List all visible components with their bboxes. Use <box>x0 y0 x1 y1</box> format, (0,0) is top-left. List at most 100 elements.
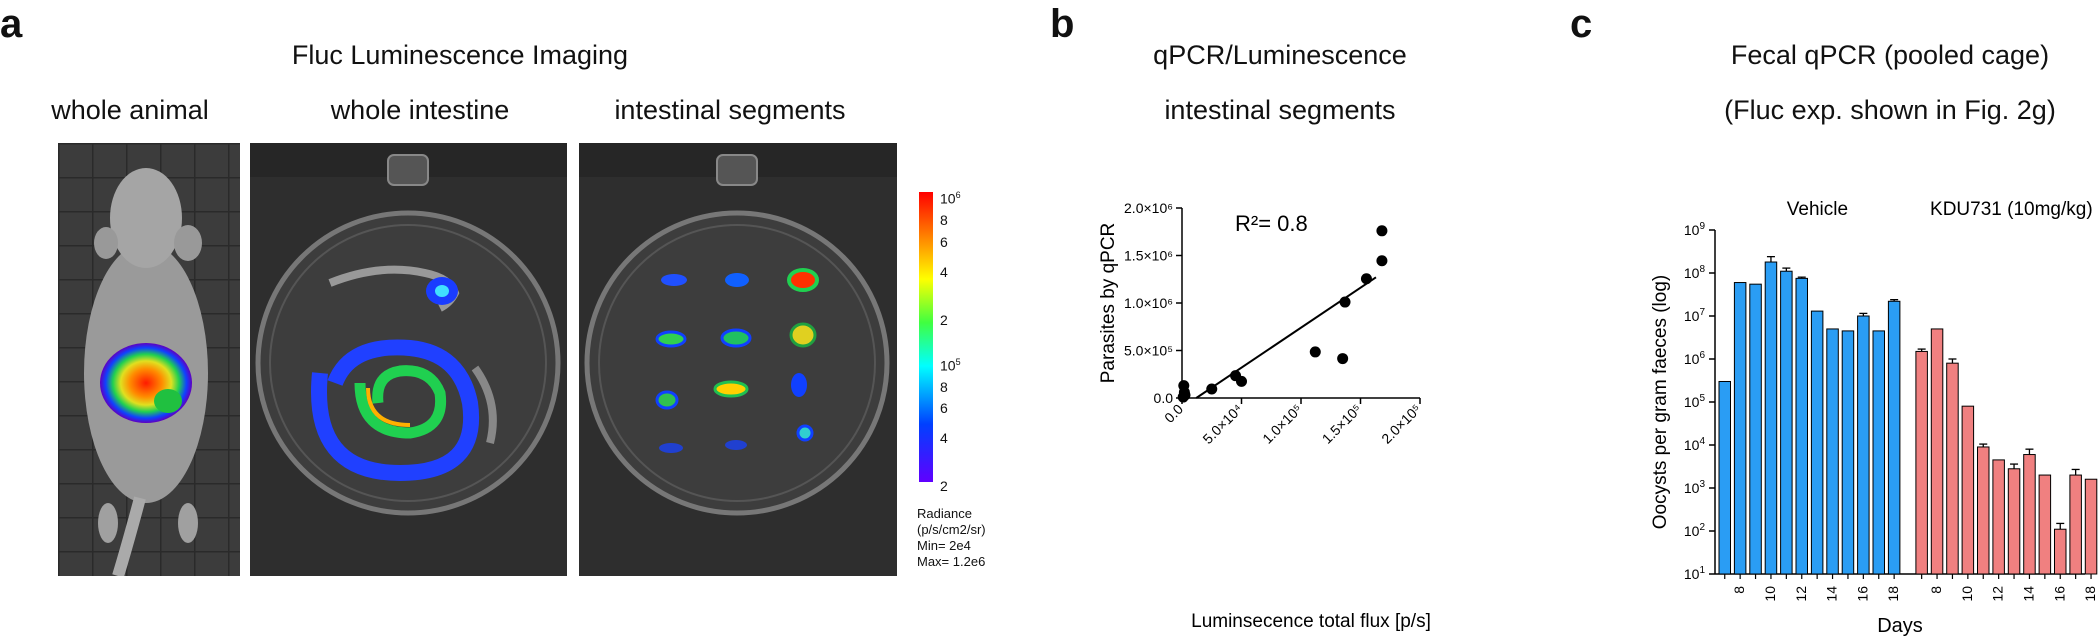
bar <box>2069 474 2082 575</box>
radiance-label: Radiance <box>917 506 972 521</box>
subtitle-whole-intestine: whole intestine <box>330 95 510 125</box>
colorbar-tick-2b: 2 <box>940 478 948 494</box>
y-tick-label: 105 <box>1684 393 1706 410</box>
bar <box>1780 270 1793 575</box>
y-tick-label: 109 <box>1684 221 1706 238</box>
x-tick-label: 1.5×10⁵ <box>1319 401 1365 447</box>
x-tick-label: 10 <box>1762 586 1778 602</box>
colorbar-tick-8b: 8 <box>940 379 948 395</box>
colorbar-tick-4b: 4 <box>940 430 948 446</box>
x-tick-label: 8 <box>1731 586 1747 594</box>
radiance-units: (p/s/cm2/sr) <box>917 522 986 537</box>
y-tick-label: 101 <box>1684 565 1706 582</box>
colorbar-tick-4a: 4 <box>940 264 948 280</box>
bar <box>1977 446 1990 575</box>
y-tick-label: 103 <box>1684 479 1706 496</box>
panel-b-letter: b <box>1050 2 1075 46</box>
segment-row-3 <box>655 373 807 410</box>
x-tick-label: 12 <box>1990 586 2006 602</box>
bar <box>1992 459 2005 575</box>
x-tick-label: 10 <box>1959 586 1975 602</box>
radiance-min: Min= 2e4 <box>917 538 971 553</box>
bar <box>1930 328 1944 575</box>
colorbar-tick-8a: 8 <box>940 212 948 228</box>
bar <box>1872 330 1885 575</box>
data-point <box>1339 296 1351 308</box>
data-point <box>1206 383 1218 395</box>
radiance-max: Max= 1.2e6 <box>917 554 986 569</box>
x-axis-title: Days <box>1877 615 1923 637</box>
regression-line <box>1195 276 1377 399</box>
panel-a-letter: a <box>0 2 23 46</box>
group-label: KDU731 (10mg/kg) <box>1930 199 2093 220</box>
y-tick-label: 106 <box>1684 350 1706 367</box>
x-tick-label: 5.0×10⁴ <box>1199 401 1245 447</box>
colorbar <box>919 192 933 482</box>
bar <box>1810 310 1824 575</box>
colorbar-mid-tick: 105 <box>940 357 961 374</box>
y-tick-label: 2.0×10⁶ <box>1124 200 1173 216</box>
panel-c-title-line1: Fecal qPCR (pooled cage) <box>1730 40 2050 70</box>
y-tick-label: 1.0×10⁶ <box>1124 295 1173 311</box>
y-tick-label: 108 <box>1684 264 1706 281</box>
bar <box>1946 362 1959 575</box>
x-tick-label: 16 <box>1854 586 1870 602</box>
panel-b-title-line1: qPCR/Luminescence <box>1153 40 1407 70</box>
segment-row-2 <box>655 322 817 348</box>
data-point <box>1236 375 1247 387</box>
data-point <box>1376 225 1388 237</box>
bar <box>1887 300 1901 575</box>
x-tick-label: 18 <box>1885 586 1901 602</box>
bar <box>1733 282 1747 575</box>
panel-c-title-line2: (Fluc exp. shown in Fig. 2g) <box>1724 95 2056 125</box>
x-tick-label: 14 <box>2020 586 2036 602</box>
colorbar-top-tick: 106 <box>940 190 961 207</box>
colorbar-tick-2a: 2 <box>940 312 948 328</box>
panel-c-letter: c <box>1570 2 1593 46</box>
mouse-illustration <box>58 143 240 576</box>
x-tick-label: 18 <box>2082 586 2098 602</box>
bar <box>2038 474 2052 575</box>
y-tick-label: 104 <box>1684 436 1706 453</box>
y-tick-label: 5.0×10⁵ <box>1124 343 1173 359</box>
bar <box>2054 528 2067 575</box>
bar <box>1857 315 1870 575</box>
x-tick-label: 1.0×10⁵ <box>1259 401 1305 447</box>
y-tick-label: 1.5×10⁶ <box>1124 248 1173 264</box>
x-tick-label: 2.0×10⁵ <box>1378 401 1424 447</box>
bar <box>2023 454 2036 575</box>
panel-a-title: Fluc Luminescence Imaging <box>291 40 629 70</box>
segment-row-4 <box>659 424 814 453</box>
intestinal-segments-image <box>579 143 897 576</box>
data-point <box>1337 353 1349 365</box>
bar <box>1795 277 1808 575</box>
x-axis-title: Luminsecence total flux [p/s] <box>1191 611 1431 632</box>
panel-b-title-line2: intestinal segments <box>1164 95 1396 125</box>
colorbar-tick-6a: 6 <box>940 234 948 250</box>
y-tick-label: 0.0 <box>1154 390 1174 406</box>
x-tick-label: 16 <box>2051 586 2067 602</box>
bar <box>1764 261 1778 575</box>
dish-segments-illustration <box>579 143 897 576</box>
y-tick-label: 102 <box>1684 522 1706 539</box>
dish-intestine-illustration <box>250 143 567 576</box>
subtitle-intestinal-segments: intestinal segments <box>614 95 846 125</box>
bar <box>1826 328 1839 575</box>
y-axis-title: Parasites by qPCR <box>1098 223 1119 384</box>
whole-animal-image <box>58 143 240 576</box>
data-point <box>1177 391 1189 403</box>
bar <box>1749 283 1762 575</box>
r-squared-annotation: R²= 0.8 <box>1235 211 1308 236</box>
bar <box>2084 478 2098 575</box>
data-point <box>1360 273 1372 285</box>
subtitle-whole-animal: whole animal <box>51 95 209 125</box>
segment-row-1 <box>661 268 819 292</box>
x-tick-label: 12 <box>1793 586 1809 602</box>
bar <box>1915 350 1928 575</box>
data-point <box>1309 346 1321 358</box>
radiance-legend: Radiance (p/s/cm2/sr) Min= 2e4 Max= 1.2e… <box>917 506 986 570</box>
whole-intestine-image <box>250 143 567 576</box>
colorbar-tick-6b: 6 <box>940 400 948 416</box>
